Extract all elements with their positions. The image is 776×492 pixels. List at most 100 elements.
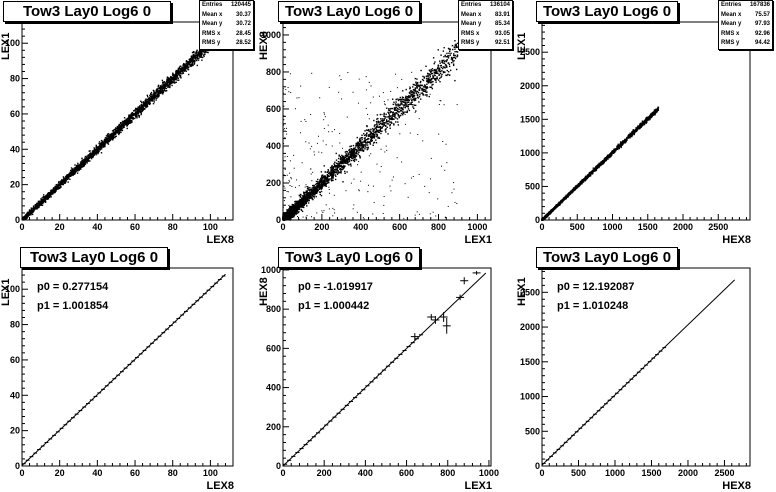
scatter-point — [35, 204, 38, 206]
scatter-point — [308, 199, 310, 202]
scatter-point — [310, 190, 313, 192]
scatter-point — [428, 78, 431, 81]
scatter-point — [453, 54, 455, 57]
scatter-point — [98, 145, 101, 147]
scatter-point — [305, 201, 308, 203]
scatter-point — [95, 148, 97, 151]
scatter-point — [159, 91, 161, 93]
scatter-point — [453, 46, 456, 48]
scatter-point — [429, 86, 432, 88]
scatter-point — [179, 72, 182, 75]
stats-value: 28.52 — [235, 40, 251, 47]
scatter-point — [120, 127, 123, 130]
scatter-point — [115, 132, 118, 134]
y-tick-label: 600 — [266, 104, 281, 114]
scatter-point — [159, 92, 161, 95]
scatter-point — [68, 173, 70, 176]
scatter-point — [426, 91, 428, 93]
scatter-point — [72, 174, 74, 176]
scatter-point — [43, 198, 46, 200]
scatter-point — [153, 92, 155, 94]
scatter-point — [133, 112, 135, 115]
scatter-point — [45, 197, 47, 199]
scatter-point — [343, 155, 345, 157]
scatter-point — [81, 165, 83, 167]
scatter-point — [196, 54, 199, 56]
scatter-point — [187, 63, 189, 65]
scatter-point — [426, 93, 428, 96]
scatter-point — [457, 42, 459, 45]
scatter-point — [344, 161, 346, 163]
scatter-point — [156, 94, 158, 97]
scatter-point — [138, 111, 140, 113]
scatter-point — [196, 58, 199, 60]
scatter-point — [99, 149, 101, 151]
scatter-point — [339, 155, 342, 158]
scatter-point — [160, 92, 162, 94]
scatter-point — [422, 89, 424, 91]
scatter-point — [454, 56, 456, 59]
scatter-point — [334, 166, 336, 168]
scatter-point — [89, 155, 92, 158]
scatter-point — [444, 71, 446, 73]
scatter-point — [27, 215, 29, 217]
scatter-point — [334, 171, 337, 173]
scatter-point — [51, 190, 53, 193]
scatter-point — [390, 111, 392, 113]
scatter-point — [160, 86, 163, 89]
scatter-point — [436, 76, 438, 78]
scatter-point — [122, 123, 124, 125]
scatter-point — [332, 172, 334, 174]
scatter-point — [376, 114, 379, 116]
scatter-point — [447, 55, 449, 57]
scatter-point — [48, 192, 50, 194]
scatter-point — [78, 165, 80, 168]
scatter-point — [303, 203, 305, 206]
scatter-point — [77, 167, 79, 169]
scatter-point — [79, 166, 82, 168]
scatter-point — [294, 213, 296, 215]
scatter-point — [185, 64, 187, 66]
scatter-point — [388, 120, 390, 122]
scatter-point — [302, 197, 305, 200]
scatter-point — [319, 184, 321, 186]
scatter-point — [391, 98, 394, 100]
scatter-point — [386, 116, 388, 118]
scatter-point — [444, 64, 447, 66]
scatter-point — [101, 141, 104, 143]
scatter-point — [114, 131, 116, 134]
scatter-point — [165, 80, 168, 83]
scatter-point — [175, 71, 178, 73]
scatter-point — [100, 139, 103, 142]
scatter-point — [161, 89, 164, 92]
scatter-point — [290, 214, 292, 216]
scatter-point — [36, 208, 38, 210]
scatter-point — [339, 160, 342, 163]
scatter-point — [384, 128, 387, 131]
scatter-point — [360, 142, 363, 145]
scatter-point — [201, 56, 204, 59]
scatter-point — [352, 157, 355, 159]
scatter-point — [322, 183, 325, 185]
scatter-point — [117, 126, 120, 129]
scatter-point — [163, 85, 165, 88]
scatter-point — [135, 107, 137, 110]
scatter-point — [426, 80, 429, 83]
scatter-point — [192, 60, 195, 63]
scatter-point — [406, 105, 408, 108]
scatter-point — [364, 137, 367, 139]
scatter-point — [388, 117, 390, 119]
scatter-point — [99, 145, 102, 147]
scatter-point — [199, 53, 201, 56]
scatter-point — [327, 170, 330, 172]
scatter-point — [83, 159, 85, 162]
scatter-point — [404, 102, 406, 105]
scatter-point — [179, 74, 181, 76]
scatter-point — [310, 191, 313, 193]
scatter-point — [373, 137, 376, 139]
scatter-point — [164, 90, 166, 92]
scatter-point — [333, 170, 335, 172]
scatter-point — [321, 179, 323, 181]
scatter-point — [425, 89, 427, 91]
scatter-point — [454, 44, 456, 46]
